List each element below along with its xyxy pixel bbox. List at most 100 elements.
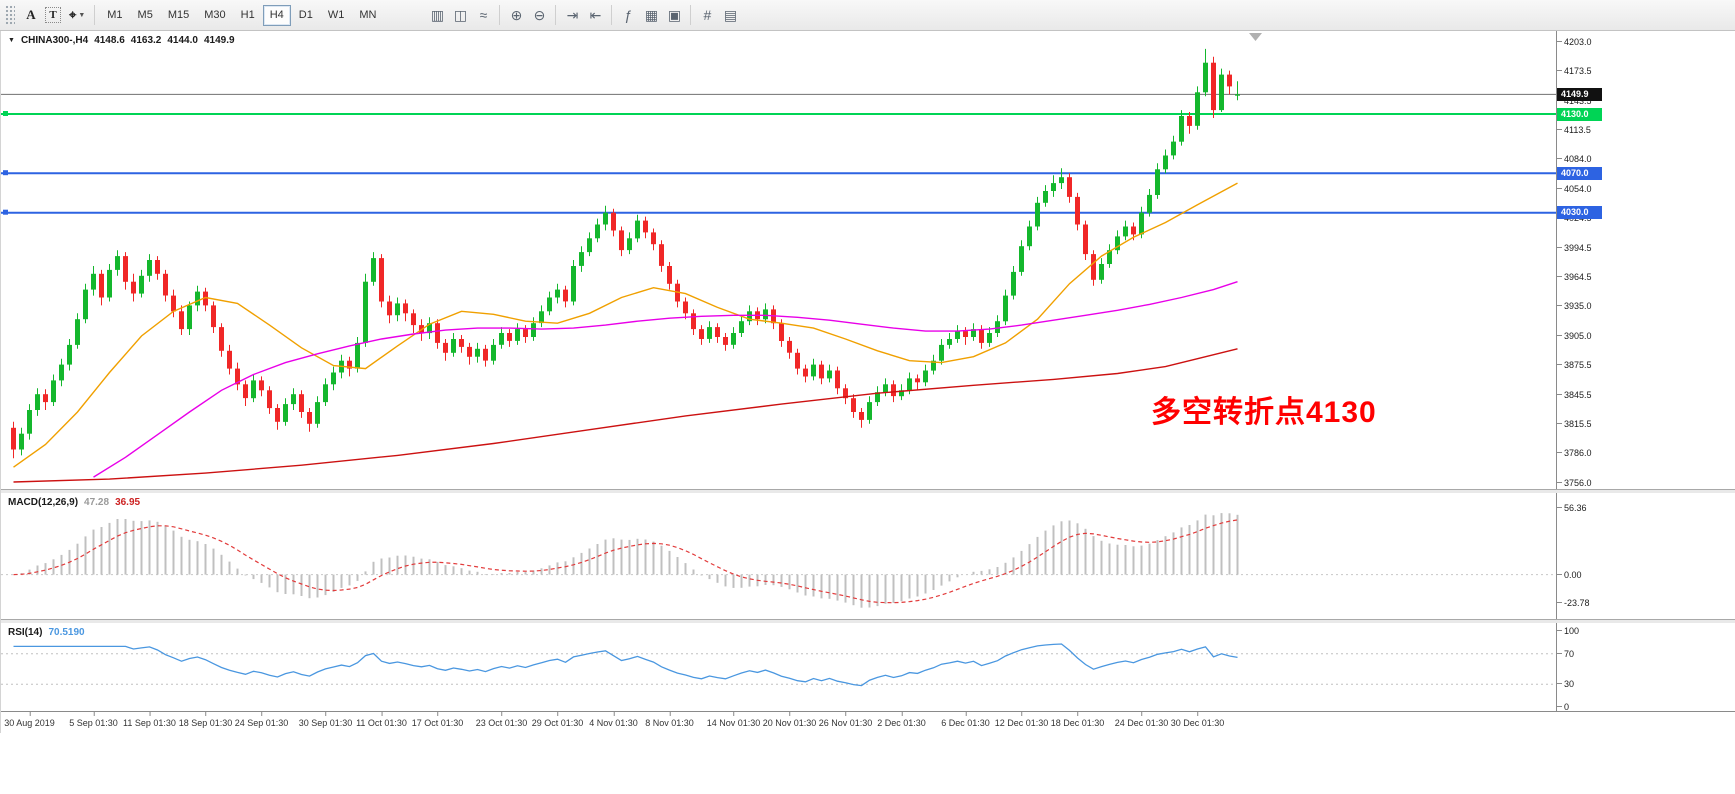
time-tick-label: 30 Sep 01:30 (298, 711, 353, 728)
chart-shift-icon[interactable]: ⇤ (589, 6, 602, 23)
timeframe-h4[interactable]: H4 (262, 4, 291, 26)
ohlc-close: 4149.9 (203, 35, 235, 46)
timeframe-w1[interactable]: W1 (321, 5, 352, 26)
rsi-tick-label: 0 (1556, 702, 1570, 711)
time-tick-label: 17 Oct 01:30 (411, 711, 464, 728)
toolbar-separator (94, 5, 96, 25)
text-label-tool-button[interactable]: T (45, 7, 61, 23)
pane-divider[interactable] (1, 619, 1735, 623)
chart-shift-marker[interactable] (1249, 33, 1262, 41)
title-marker-icon: ▼ (8, 37, 15, 44)
time-tick-label: 12 Dec 01:30 (994, 711, 1049, 728)
top-toolbar: A T ⌖ ▼ M1 M5 M15 M30 H1 H4 D1 W1 MN ▥ ◫ ≈… (0, 0, 1735, 31)
ohlc-low: 4144.0 (167, 35, 198, 46)
macd-axis[interactable]: 56.36 0.00 -23.78 (1556, 493, 1735, 619)
rsi-pane: RSI(14) 70.5190 100 70 30 0 (1, 623, 1735, 711)
templates-icon[interactable]: ▣ (667, 6, 682, 23)
macd-tick-label: 0.00 (1557, 569, 1582, 580)
main-price-pane: ▼ CHINA300-,H4 4148.6 4163.2 4144.0 4149… (1, 31, 1735, 489)
macd-pane: MACD(12,26,9) 47.28 36.95 56.36 0.00 -23.7… (1, 493, 1735, 619)
timeframe-m1[interactable]: M1 (100, 5, 129, 26)
ma-fast-orange-line (13, 182, 1238, 468)
time-tick-label: 4 Nov 01:30 (589, 711, 638, 728)
crosshair-icon: ⌖ (69, 7, 77, 22)
price-tick-label: 4113.5 (1557, 125, 1591, 136)
timeframe-d1[interactable]: D1 (292, 5, 320, 26)
price-tick-label: 3905.0 (1557, 331, 1592, 341)
pane-divider[interactable] (1, 489, 1735, 493)
macd-plot-area[interactable] (1, 493, 1735, 619)
chart-annotation-text[interactable]: 多空转折点4130 (1151, 396, 1377, 429)
bars-chart-icon[interactable]: ▥ (430, 6, 445, 23)
line-chart-icon[interactable]: ≈ (479, 7, 488, 23)
rsi-plot-area[interactable] (1, 623, 1735, 711)
main-plot-area[interactable] (1, 31, 1735, 489)
crosshair-tool-button[interactable]: ⌖ ▼ (65, 4, 89, 26)
rsi-axis[interactable]: 100 70 30 0 (1556, 623, 1735, 711)
time-tick-label: 30 Dec 01:30 (1170, 711, 1225, 728)
ma-slow-red-line (13, 348, 1238, 483)
macd-tick-label: 56.36 (1557, 502, 1587, 513)
time-tick-label: 11 Sep 01:30 (123, 711, 176, 728)
chart-region: ▼ CHINA300-,H4 4148.6 4163.2 4144.0 4149… (0, 31, 1735, 733)
auto-scroll-icon[interactable]: ⇥ (566, 6, 579, 23)
time-tick-label: 30 Aug 2019 (4, 711, 55, 728)
time-tick-label: 2 Dec 01:30 (877, 711, 926, 728)
rsi-name: RSI(14) (8, 627, 43, 638)
price-tick-label: 3756.0 (1557, 478, 1592, 488)
price-tick-label: 3845.5 (1557, 389, 1592, 400)
time-tick-label: 18 Dec 01:30 (1050, 711, 1105, 728)
price-tick-label: 3786.0 (1557, 448, 1592, 459)
price-tick-label: 4054.0 (1557, 184, 1592, 194)
timeframe-m5[interactable]: M5 (131, 5, 160, 26)
price-axis[interactable]: 4203.04173.54143.54113.54084.04054.04024… (1556, 31, 1735, 489)
hline-handle[interactable] (3, 170, 8, 176)
price-tick-label: 3875.5 (1557, 360, 1592, 371)
macd-label: MACD(12,26,9) 47.28 36.95 (8, 497, 140, 508)
time-axis[interactable]: 30 Aug 2019 5 Sep 01:30 11 Sep 01:30 18 Sep… (1, 711, 1735, 733)
toolbar-separator (499, 5, 501, 25)
time-tick-label: 24 Dec 01:30 (1114, 711, 1169, 728)
periods-icon[interactable]: ▦ (644, 6, 659, 23)
rsi-label: RSI(14) 70.5190 (8, 627, 85, 638)
hline-handle[interactable] (3, 209, 8, 215)
indicators-icon[interactable]: ƒ (624, 7, 633, 23)
price-tick-label: 4203.0 (1557, 37, 1592, 47)
price-tick-label: 4173.5 (1557, 66, 1592, 77)
toolbar-icon-group: ▥ ◫ ≈ ⊕ ⊖ ⇥ ⇤ ƒ ▦ ▣ # ▤ (426, 4, 741, 26)
price-tick-label: 3964.5 (1557, 272, 1592, 283)
macd-tick-label: -23.78 (1557, 597, 1590, 608)
toolbar-separator (611, 5, 613, 25)
timeframe-mn[interactable]: MN (352, 5, 383, 26)
time-tick-label: 8 Nov 01:30 (645, 711, 694, 728)
time-tick-label: 5 Sep 01:30 (69, 711, 118, 728)
price-tick-label: 4084.0 (1557, 154, 1592, 165)
rsi-tick-label: 70 (1556, 648, 1575, 659)
rsi-value: 70.5190 (48, 627, 85, 638)
timeframe-m15[interactable]: M15 (161, 5, 196, 26)
toolbar-separator (690, 5, 692, 25)
timeframe-h1[interactable]: H1 (234, 5, 262, 26)
zoom-out-icon[interactable]: ⊖ (533, 6, 546, 23)
time-tick-label: 6 Dec 01:30 (941, 711, 990, 728)
symbol-period-label: CHINA300-,H4 (20, 35, 89, 46)
hline-price-label: 4030.0 (1557, 206, 1602, 220)
timeframe-m30[interactable]: M30 (197, 5, 232, 26)
time-tick-label: 26 Nov 01:30 (818, 711, 873, 728)
objects-icon[interactable]: ▤ (723, 6, 738, 23)
time-tick-label: 23 Oct 01:30 (475, 711, 528, 728)
time-tick-label: 14 Nov 01:30 (706, 711, 761, 728)
time-tick-label: 24 Sep 01:30 (234, 711, 289, 728)
time-tick-label: 20 Nov 01:30 (762, 711, 817, 728)
text-tool-button[interactable]: A (21, 4, 41, 26)
grid-icon[interactable]: # (703, 7, 712, 23)
macd-histogram (20, 513, 1239, 608)
toolbar-grip-handle[interactable] (5, 5, 15, 25)
hline-handle[interactable] (3, 111, 8, 116)
candlestick-chart-icon[interactable]: ◫ (453, 6, 468, 23)
zoom-in-icon[interactable]: ⊕ (510, 6, 523, 23)
macd-signal-line (13, 519, 1238, 604)
hline-price-label: 4070.0 (1557, 166, 1602, 180)
rsi-tick-label: 30 (1556, 679, 1575, 690)
